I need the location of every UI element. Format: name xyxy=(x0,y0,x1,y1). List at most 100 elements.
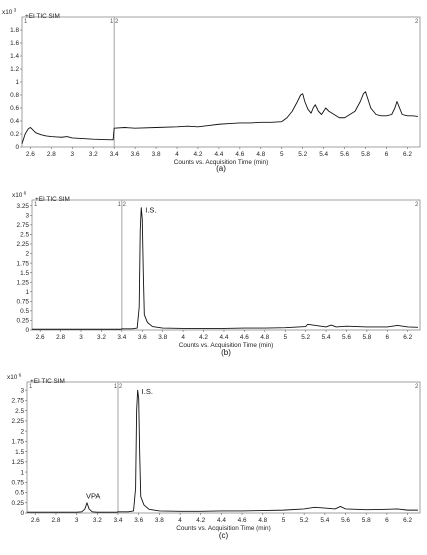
x-tick-label: 4.4 xyxy=(214,151,223,158)
x-tick-label: 5.4 xyxy=(319,151,328,158)
panel-caption: (b) xyxy=(221,348,231,357)
segment-marker-left: 1 xyxy=(29,384,33,390)
x-tick-label: 4.2 xyxy=(194,151,203,158)
x-tick-label: 2.8 xyxy=(47,151,56,158)
y-tick-label: 3 xyxy=(20,387,24,394)
y-tick-label: 0.4 xyxy=(10,118,19,125)
x-tick-label: 4.8 xyxy=(258,517,267,524)
x-tick-label: 3.4 xyxy=(117,334,126,341)
x-tick-label: 3.2 xyxy=(89,151,98,158)
y-tick-label: 2 xyxy=(25,251,29,258)
x-tick-label: 4 xyxy=(181,334,185,341)
x-tick-label: 2.6 xyxy=(31,517,40,524)
x-tick-label: 3.8 xyxy=(158,334,167,341)
y-tick-label: 2.5 xyxy=(15,408,24,415)
y-exponent: 3 xyxy=(12,8,16,14)
y-tick-label: 0.6 xyxy=(10,105,19,112)
x-tick-label: 3 xyxy=(75,517,79,524)
x-axis-label: Counts vs. Acquisition Time (min) xyxy=(174,159,268,166)
x-tick-label: 4.6 xyxy=(238,517,247,524)
series-line-1 xyxy=(21,91,418,144)
plot-frame xyxy=(31,199,421,331)
plot-frame xyxy=(26,381,421,514)
y-tick-label: 2.25 xyxy=(17,241,30,248)
x-tick-label: 4.8 xyxy=(256,151,265,158)
series-line-1 xyxy=(27,389,418,513)
x-tick-label: 3.6 xyxy=(131,151,140,158)
x-tick-label: 6.2 xyxy=(403,517,412,524)
y-tick-label: 1.75 xyxy=(17,260,30,267)
x-tick-label: 5 xyxy=(282,517,286,524)
x-tick-label: 4.4 xyxy=(220,334,229,341)
x-tick-label: 4.4 xyxy=(217,517,226,524)
y-multiplier: x10 6 xyxy=(7,373,22,382)
x-tick-label: 4.8 xyxy=(260,334,269,341)
segment-marker-left: 1 xyxy=(24,19,28,25)
y-tick-label: 0 xyxy=(25,327,29,334)
segment-marker-left: 1 xyxy=(34,202,38,208)
segment-marker-divider: 1 2 xyxy=(118,202,127,208)
y-exponent: 6 xyxy=(22,191,26,197)
y-exponent: 6 xyxy=(17,373,21,379)
x-tick-label: 3 xyxy=(70,151,74,158)
y-tick-label: 3 xyxy=(25,212,29,219)
header-label: +EI TIC SIM xyxy=(25,13,60,20)
y-tick-label: 1.25 xyxy=(12,459,25,466)
x-tick-label: 6.2 xyxy=(403,334,412,341)
x-tick-label: 5.2 xyxy=(301,334,310,341)
y-tick-label: 1 xyxy=(25,289,29,296)
x-tick-label: 3.2 xyxy=(97,334,106,341)
y-tick-label: 2 xyxy=(20,428,24,435)
x-tick-label: 3.2 xyxy=(93,517,102,524)
peak-label-is: I.S. xyxy=(142,387,153,396)
panel-caption: (a) xyxy=(216,164,226,173)
x-tick-label: 5.8 xyxy=(361,151,370,158)
x-tick-label: 6 xyxy=(386,334,390,341)
x-tick-label: 5.8 xyxy=(362,517,371,524)
y-tick-label: 0.8 xyxy=(10,92,19,99)
x-tick-label: 2.8 xyxy=(52,517,61,524)
x-tick-label: 5.8 xyxy=(362,334,371,341)
x-tick-label: 4 xyxy=(175,151,179,158)
x-tick-label: 3.6 xyxy=(134,517,143,524)
y-multiplier: x10 3 xyxy=(2,8,17,17)
x-tick-label: 2.6 xyxy=(36,334,45,341)
y-tick-label: 1 xyxy=(15,79,19,86)
x-tick-label: 5 xyxy=(280,151,284,158)
x-tick-label: 6 xyxy=(385,517,389,524)
y-tick-label: 2.25 xyxy=(12,418,25,425)
series-line-1 xyxy=(32,207,418,330)
y-tick-label: 0.2 xyxy=(10,131,19,138)
y-tick-label: 0.25 xyxy=(17,318,30,325)
x-tick-label: 3.8 xyxy=(152,151,161,158)
y-tick-label: 1.4 xyxy=(10,53,19,60)
x-axis-label: Counts vs. Acquisition Time (min) xyxy=(179,342,273,349)
x-tick-label: 5.6 xyxy=(340,151,349,158)
peak-label-is: I.S. xyxy=(145,205,156,214)
segment-marker-divider: 1 2 xyxy=(114,384,123,390)
x-tick-label: 5 xyxy=(283,334,287,341)
x-tick-label: 4.6 xyxy=(235,151,244,158)
x-tick-label: 4 xyxy=(178,517,182,524)
x-tick-label: 3.8 xyxy=(155,517,164,524)
x-tick-label: 4.2 xyxy=(196,517,205,524)
y-tick-label: 0.5 xyxy=(15,490,24,497)
y-tick-label: 2.5 xyxy=(20,232,29,239)
x-tick-label: 5.6 xyxy=(341,517,350,524)
y-tick-label: 0.25 xyxy=(12,500,25,507)
y-multiplier: x10 6 xyxy=(12,191,27,200)
y-tick-label: 1.2 xyxy=(10,66,19,73)
x-tick-label: 3.4 xyxy=(114,517,123,524)
x-tick-label: 6.2 xyxy=(403,151,412,158)
y-tick-label: 2.75 xyxy=(12,398,25,405)
segment-marker-divider: 1 2 xyxy=(110,19,119,25)
y-tick-label: 0 xyxy=(20,510,24,517)
y-tick-label: 0 xyxy=(15,144,19,151)
segment-marker-right: 2 xyxy=(415,384,419,390)
y-tick-label: 1.8 xyxy=(10,27,19,34)
